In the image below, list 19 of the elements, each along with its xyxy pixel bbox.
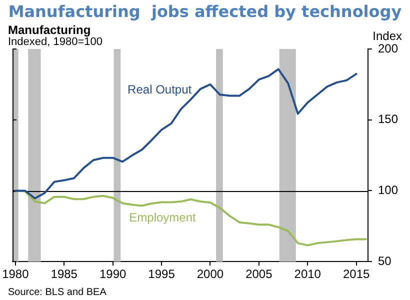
text: Indexed, 1980=100 — [8, 36, 103, 48]
x-tick-label: 1985 — [50, 267, 78, 282]
chart-subtitle: Manufacturing — [8, 23, 91, 37]
source-note: Source: BLS and BEA — [8, 287, 106, 298]
x-tick-label: 2005 — [246, 267, 273, 282]
x-tick-label: 2015 — [342, 267, 370, 282]
series-label: Employment — [129, 210, 196, 225]
y-tick-label: 50 — [378, 254, 392, 268]
chart-title: Manufacturing jobs affected by technology — [7, 2, 403, 21]
y-axis-title: Index — [372, 29, 402, 43]
y-tick-label: 100 — [378, 183, 398, 198]
series-label: Real Output — [128, 82, 192, 96]
x-tick-label: 2000 — [196, 267, 224, 282]
x-tick-label: 1995 — [148, 267, 176, 282]
y-tick-label: 200 — [378, 41, 398, 56]
x-tick-label: 1980 — [2, 267, 30, 282]
x-tick-label: 2010 — [294, 267, 322, 282]
y-tick-label: 150 — [378, 112, 398, 126]
x-tick-label: 1990 — [99, 267, 126, 282]
